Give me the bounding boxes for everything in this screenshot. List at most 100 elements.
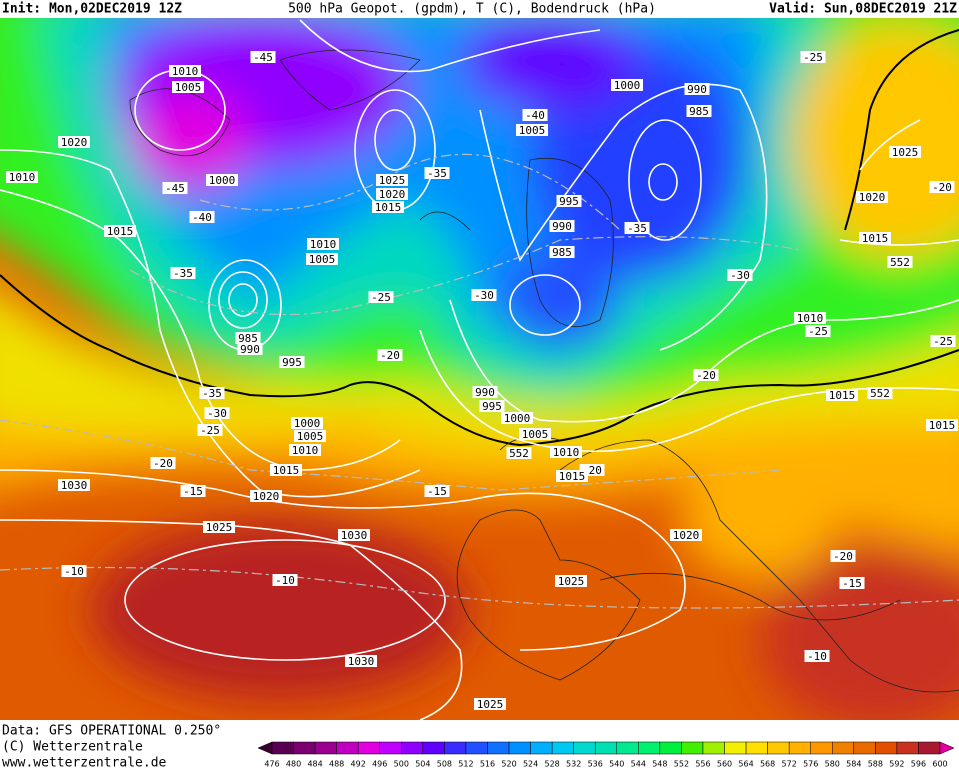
map-label: 1025 (558, 575, 585, 588)
colorbar-tick-label: 496 (372, 760, 387, 769)
copyright: (C) Wetterzentrale (2, 740, 143, 755)
map-label: 1030 (348, 655, 375, 668)
map-label: 995 (482, 400, 502, 413)
colorbar-tick-label: 536 (588, 760, 603, 769)
label-box (929, 181, 955, 193)
map-label: 1010 (553, 446, 580, 459)
map-label: 1000 (504, 412, 531, 425)
label-box (180, 485, 206, 497)
label-box (471, 289, 497, 301)
label-box (306, 253, 338, 265)
map-label: 1005 (297, 430, 324, 443)
colorbar-swatch (401, 741, 424, 755)
colorbar-tick-label: 540 (609, 760, 624, 769)
label-box (867, 387, 893, 399)
colorbar-swatch (616, 741, 639, 755)
colorbar-swatch (293, 741, 316, 755)
map-label: 1025 (206, 521, 233, 534)
label-box (550, 446, 582, 458)
label-box (474, 698, 506, 710)
map-label: 990 (687, 83, 707, 96)
map-label: 1030 (61, 479, 88, 492)
colorbar-end (939, 741, 955, 755)
label-box (199, 387, 225, 399)
map-label: 1005 (309, 253, 336, 266)
label-box (203, 521, 235, 533)
map-label: 1025 (892, 146, 919, 159)
colorbar-tick-label: 600 (932, 760, 947, 769)
map-label: -30 (474, 289, 494, 302)
colorbar-tick-label: 556 (695, 760, 710, 769)
map-label: 1020 (61, 136, 88, 149)
label-box (549, 246, 575, 258)
map-label: 1010 (310, 238, 337, 251)
map-label: 1015 (273, 464, 300, 477)
label-box (150, 457, 176, 469)
map-label: 1015 (559, 470, 586, 483)
colorbar-tick-label: 500 (394, 760, 409, 769)
colorbar: 476 480 484 488 492 496 500 504 508 512 516 520 524 5… (257, 741, 955, 769)
map-label: 995 (282, 356, 302, 369)
map-label: -20 (153, 457, 173, 470)
map-label: 1025 (379, 174, 406, 187)
map-label: 552 (890, 256, 910, 269)
colorbar-swatch (379, 741, 402, 755)
label-box (624, 222, 650, 234)
label-box (424, 485, 450, 497)
label-box (376, 188, 408, 200)
colorbar-swatch (875, 741, 898, 755)
colorbar-end (257, 741, 273, 755)
map-label: 1005 (175, 81, 202, 94)
map-label: -20 (696, 369, 716, 382)
colorbar-swatch (724, 741, 747, 755)
label-box (859, 232, 891, 244)
colorbar-tick-label: 520 (501, 760, 516, 769)
map-label: 990 (475, 386, 495, 399)
map-label: 1025 (477, 698, 504, 711)
data-source: Data: GFS OPERATIONAL 0.250° (2, 724, 221, 739)
label-box (930, 335, 956, 347)
colorbar-tick-label: 596 (911, 760, 926, 769)
map-label: 1010 (9, 171, 36, 184)
valid-time: Valid: Sun,08DEC2019 21Z (769, 2, 957, 17)
label-box (887, 256, 913, 268)
colorbar-tick-label: 592 (889, 760, 904, 769)
colorbar-tick-label: 548 (652, 760, 667, 769)
colorbar-swatch (422, 741, 445, 755)
colorbar-tick-label: 572 (782, 760, 797, 769)
label-box (58, 479, 90, 491)
label-box (289, 444, 321, 456)
label-box (189, 211, 215, 223)
map-label: -35 (173, 267, 193, 280)
label-box (686, 105, 712, 117)
colorbar-tick-label: 484 (307, 760, 322, 769)
colorbar-tick-label: 476 (264, 760, 279, 769)
map-label: 985 (238, 332, 258, 345)
label-box (479, 400, 505, 412)
map-label: -35 (202, 387, 222, 400)
label-box (516, 124, 548, 136)
map-label: -20 (380, 349, 400, 362)
label-box (804, 650, 830, 662)
map-label: 1030 (341, 529, 368, 542)
colorbar-swatch (659, 741, 682, 755)
map-label: 1020 (253, 490, 280, 503)
colorbar-tick-label: 552 (674, 760, 689, 769)
colorbar-swatch (444, 741, 467, 755)
label-box (204, 407, 230, 419)
label-box (237, 343, 263, 355)
colorbar-swatch (551, 741, 574, 755)
label-box (169, 65, 201, 77)
map-label: 1000 (614, 79, 641, 92)
label-box (549, 220, 575, 232)
map-label: -25 (933, 335, 953, 348)
map-label: 1005 (519, 124, 546, 137)
label-box (522, 109, 548, 121)
map-label: -20 (932, 181, 952, 194)
map-labels: -451010100510201010-451000-401015-359859… (6, 51, 958, 711)
colorbar-tick-label: 580 (825, 760, 840, 769)
colorbar-tick-label: 524 (523, 760, 538, 769)
colorbar-swatch (508, 741, 531, 755)
label-box (291, 417, 323, 429)
label-box (670, 529, 702, 541)
